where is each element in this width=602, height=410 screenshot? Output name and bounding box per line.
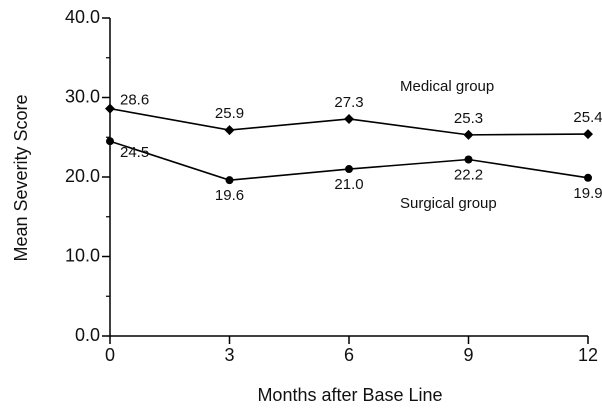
series-line xyxy=(109,140,589,181)
marker xyxy=(106,137,114,146)
x-tick-label: 9 xyxy=(463,345,473,365)
marker xyxy=(583,129,593,140)
marker xyxy=(463,129,474,140)
data-label: 25.4 xyxy=(573,109,602,126)
data-label: 24.5 xyxy=(120,144,149,161)
marker xyxy=(105,103,115,114)
marker xyxy=(584,173,592,182)
series-name: Medical group xyxy=(400,78,494,95)
data-label: 25.9 xyxy=(215,105,244,122)
data-label: 22.2 xyxy=(454,166,483,183)
data-label: 27.3 xyxy=(334,94,363,111)
x-tick-label: 0 xyxy=(105,345,115,365)
x-axis-title: Months after Base Line xyxy=(257,385,442,405)
data-label: 19.9 xyxy=(573,185,602,202)
data-label: 25.3 xyxy=(454,110,483,127)
y-tick-label: 40.0 xyxy=(65,7,100,27)
x-tick-label: 12 xyxy=(578,345,598,365)
data-label: 19.6 xyxy=(215,187,244,204)
y-tick-label: 30.0 xyxy=(65,86,100,106)
data-label: 28.6 xyxy=(120,92,149,109)
marker xyxy=(464,155,473,164)
y-axis-title: Mean Severity Score xyxy=(11,94,31,261)
y-tick-label: 20.0 xyxy=(65,166,100,186)
marker xyxy=(345,165,353,174)
series-name: Surgical group xyxy=(400,195,497,212)
y-tick-label: 10.0 xyxy=(65,245,100,265)
marker xyxy=(224,125,235,136)
y-tick-label: 0.0 xyxy=(75,325,100,345)
x-tick-label: 3 xyxy=(224,345,234,365)
marker xyxy=(225,176,234,185)
marker xyxy=(344,113,354,124)
data-label: 21.0 xyxy=(334,176,363,193)
x-tick-label: 6 xyxy=(344,345,354,365)
